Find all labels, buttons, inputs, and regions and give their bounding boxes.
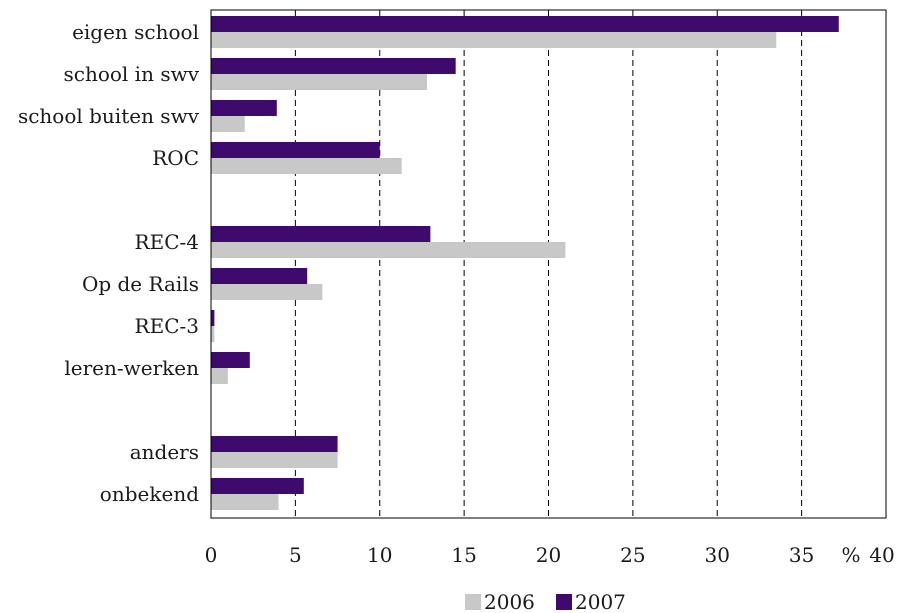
- category-label: school in swv: [64, 62, 200, 86]
- category-label: anders: [130, 440, 199, 464]
- category-label: ROC: [152, 146, 199, 170]
- x-tick-label: 40: [869, 543, 894, 567]
- category-label: REC-4: [135, 230, 199, 254]
- category-label: onbekend: [100, 482, 199, 506]
- legend-label-2007: 2007: [575, 590, 626, 613]
- bar-2007: [211, 58, 456, 74]
- bar-2006: [211, 242, 566, 258]
- x-tick-label: 35: [789, 543, 814, 567]
- bar-2006: [211, 74, 427, 90]
- x-tick-label: 15: [451, 543, 476, 567]
- bar-2006: [211, 32, 777, 48]
- x-tick-label: 25: [620, 543, 645, 567]
- bar-2007: [211, 478, 304, 494]
- bar-2006: [211, 116, 245, 132]
- plot-frame: [210, 9, 887, 519]
- category-label: leren-werken: [64, 356, 199, 380]
- bar-2006: [211, 158, 402, 174]
- legend: 2006 2007: [465, 590, 626, 613]
- bar-2006: [211, 452, 338, 468]
- x-tick-label: 5: [289, 543, 302, 567]
- category-label: eigen school: [72, 20, 199, 44]
- x-tick-label: 20: [536, 543, 561, 567]
- x-tick-labels: 0 5 10 15 20 25 30 35 40: [205, 543, 895, 567]
- x-tick-label: 0: [205, 543, 218, 567]
- category-label: school buiten swv: [18, 104, 200, 128]
- x-unit-label: %: [841, 543, 860, 567]
- x-tick-label: 30: [705, 543, 730, 567]
- x-tick-label: 10: [367, 543, 392, 567]
- legend-label-2006: 2006: [484, 590, 535, 613]
- bar-2007: [211, 352, 250, 368]
- bar-2006: [211, 284, 323, 300]
- bar-2006: [211, 326, 215, 342]
- bar-2007: [211, 436, 338, 452]
- category-labels: eigen school school in swv school buiten s…: [18, 20, 200, 506]
- bar-2007: [211, 268, 308, 284]
- bar-2007: [211, 310, 215, 326]
- category-label: Op de Rails: [82, 272, 199, 296]
- bar-2007: [211, 142, 380, 158]
- category-label: REC-3: [135, 314, 199, 338]
- grid-lines: [294, 10, 803, 518]
- legend-swatch-2006: [465, 594, 481, 610]
- legend-swatch-2007: [556, 594, 572, 610]
- bar-2007: [211, 16, 839, 32]
- bar-2007: [211, 100, 277, 116]
- bar-2006: [211, 368, 228, 384]
- bar-2007: [211, 226, 431, 242]
- bar-2006: [211, 494, 279, 510]
- bars: [211, 16, 839, 510]
